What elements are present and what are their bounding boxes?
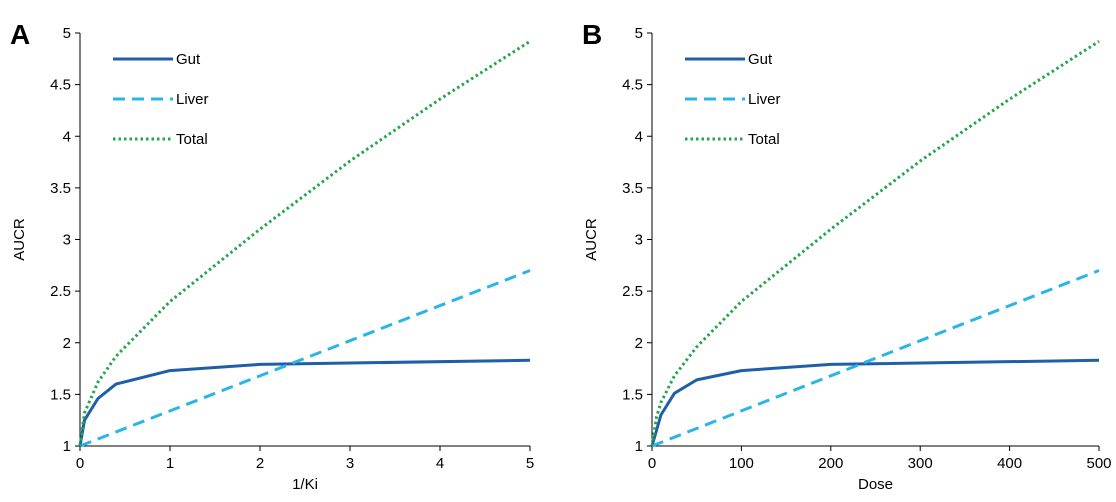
x-tick-label: 100 xyxy=(729,455,754,472)
y-tick-label: 4 xyxy=(63,128,71,145)
x-tick-label: 0 xyxy=(648,455,656,472)
y-tick-label: 3.5 xyxy=(622,180,643,197)
chart-panel-b: B 1 1.5 2 2.5 3 3.5 4 4.5 5 0 100 200 300 400 500 Dose AU… xyxy=(582,19,1112,493)
legend-label-gut: Gut xyxy=(748,51,773,68)
y-tick-label: 3 xyxy=(635,232,643,249)
y-tick-label: 2.5 xyxy=(622,283,643,300)
y-axis-title: AUCR xyxy=(583,218,600,261)
y-tick-label: 1 xyxy=(635,438,643,455)
x-tick-label: 5 xyxy=(526,455,534,472)
series-line-gut xyxy=(650,358,1100,447)
legend-label-gut: Gut xyxy=(176,51,201,68)
legend-label-total: Total xyxy=(748,131,780,148)
y-tick-label: 4 xyxy=(635,128,643,145)
x-tick-label: 400 xyxy=(997,455,1022,472)
x-tick-label: 2 xyxy=(256,455,264,472)
legend-label-total: Total xyxy=(176,131,208,148)
chart-panel-a: A11.522.533.544.550 1 2 3 4 51/KiAUCRGutLiver… xyxy=(10,19,534,493)
x-axis-title: Dose xyxy=(858,476,893,493)
y-tick-label: 3.5 xyxy=(50,180,71,197)
y-tick-label: 5 xyxy=(635,25,643,42)
series-line-gut xyxy=(78,358,531,447)
y-tick-label: 2 xyxy=(63,335,71,352)
y-tick-label: 1.5 xyxy=(622,386,643,403)
y-axis-title: AUCR xyxy=(11,218,28,261)
panel-label: B xyxy=(582,19,602,50)
series-line-liver xyxy=(79,269,531,448)
y-tick-label: 5 xyxy=(63,25,71,42)
x-axis-title: 1/Ki xyxy=(292,476,318,493)
y-tick-label: 2.5 xyxy=(50,283,71,300)
panel-label: A xyxy=(10,19,30,50)
y-tick-label: 4.5 xyxy=(622,77,643,94)
legend-label-liver: Liver xyxy=(176,91,209,108)
y-tick-label: 2 xyxy=(635,335,643,352)
x-tick-label: 300 xyxy=(908,455,933,472)
x-tick-label: 0 xyxy=(76,455,84,472)
y-tick-label: 1.5 xyxy=(50,386,71,403)
y-tick-label: 3 xyxy=(63,232,71,249)
x-tick-label: 4 xyxy=(436,455,444,472)
series-line-total xyxy=(650,40,1100,447)
x-tick-label: 3 xyxy=(346,455,354,472)
x-tick-label: 200 xyxy=(818,455,843,472)
y-tick-label: 4.5 xyxy=(50,77,71,94)
legend-label-liver: Liver xyxy=(748,91,781,108)
series-line-liver xyxy=(651,269,1100,448)
y-tick-label: 1 xyxy=(63,438,71,455)
series-line-total xyxy=(78,40,531,447)
x-tick-label: 500 xyxy=(1086,455,1111,472)
x-tick-label: 1 xyxy=(166,455,174,472)
